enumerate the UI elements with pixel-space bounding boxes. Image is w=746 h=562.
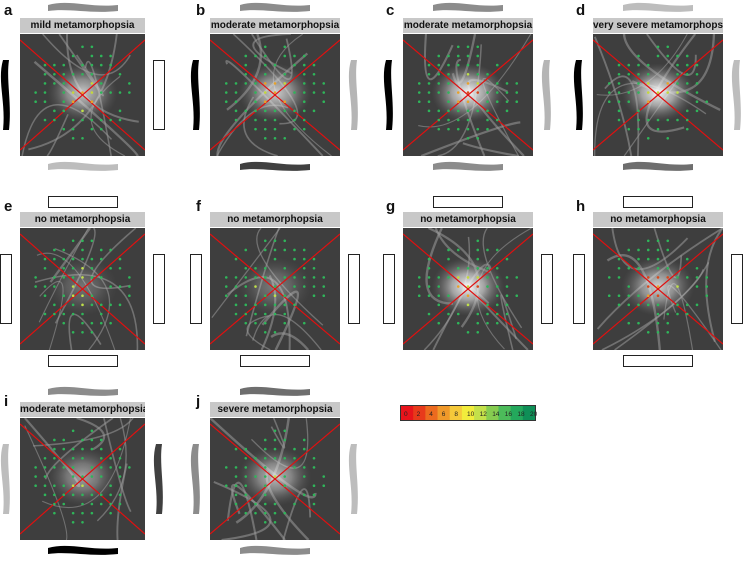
panel-letter: d [576, 2, 586, 19]
top-distortion-bar [47, 196, 118, 208]
bottom-distortion-bar [47, 355, 118, 367]
colorbar-tick-label: 18 [517, 411, 525, 418]
bottom-distortion-bar [240, 545, 310, 555]
fundus-image [210, 418, 340, 540]
bottom-distortion-bar [433, 161, 503, 171]
colorbar-tick-label: 16 [505, 411, 513, 418]
left-distortion-bar [573, 254, 585, 324]
right-distortion-bar [731, 60, 741, 130]
colorbar-segment [425, 406, 439, 420]
bottom-distortion-bar [240, 161, 310, 171]
left-distortion-bar [190, 60, 200, 130]
fundus-image [20, 418, 145, 540]
top-distortion-bar [623, 2, 693, 12]
fundus-image [210, 228, 340, 350]
panel-label: moderate metamorphopsia [403, 18, 533, 33]
panel-label: mild metamorphopsia [20, 18, 145, 33]
right-distortion-bar [348, 254, 360, 324]
right-distortion-bar [348, 444, 358, 514]
panel-label: severe metamorphopsia [210, 402, 340, 417]
colorbar-tick-label: 4 [429, 411, 433, 418]
panel-letter: a [4, 2, 13, 19]
colorbar-tick-label: 14 [492, 411, 500, 418]
bottom-distortion-bar [623, 355, 693, 367]
fundus-image [20, 34, 145, 156]
left-distortion-bar [190, 254, 202, 324]
colorbar-segment [449, 406, 463, 420]
bottom-distortion-bar [623, 161, 693, 171]
bottom-distortion-bar [47, 545, 118, 555]
panel-label: no metamorphopsia [20, 212, 145, 227]
left-distortion-bar [573, 60, 583, 130]
panel-label: very severe metamorphopsia [593, 18, 723, 33]
panel-label: moderate metamorphopsia [210, 18, 340, 33]
panel-letter: b [196, 2, 206, 19]
top-distortion-bar [47, 2, 118, 12]
colorbar-tick-label: 0 [404, 411, 408, 418]
left-distortion-bar [190, 444, 200, 514]
right-distortion-bar [731, 254, 743, 324]
panel-letter: h [576, 198, 586, 215]
panel-label: no metamorphopsia [403, 212, 533, 227]
colorbar-tick-label: 12 [480, 411, 488, 418]
colorbar-segment [522, 406, 536, 420]
top-distortion-bar [433, 196, 503, 208]
colorbar-segment [461, 406, 475, 420]
fundus-image [403, 34, 533, 156]
bottom-distortion-bar [240, 355, 310, 367]
left-distortion-bar [0, 444, 10, 514]
panel-letter: e [4, 198, 13, 215]
right-distortion-bar [348, 60, 358, 130]
colorbar-segment [474, 406, 487, 420]
colorbar-segment [401, 406, 414, 420]
fundus-image [210, 34, 340, 156]
colorbar-segment [413, 406, 426, 420]
panel-label: moderate metamorphopsia [20, 402, 145, 417]
colorbar-segment [437, 406, 451, 420]
left-distortion-bar [0, 60, 10, 130]
colorbar-tick-label: 2 [417, 411, 421, 418]
bottom-distortion-bar [47, 161, 118, 171]
fundus-image [403, 228, 533, 350]
panel-letter: i [4, 393, 9, 410]
right-distortion-bar [153, 254, 165, 324]
panel-letter: g [386, 198, 396, 215]
colorbar-segment [498, 406, 512, 420]
colorbar-tick-label: 20 [530, 411, 538, 418]
right-distortion-bar [153, 444, 163, 514]
right-distortion-bar [541, 254, 553, 324]
panel-letter: c [386, 2, 395, 19]
top-distortion-bar [47, 386, 118, 396]
left-distortion-bar [383, 60, 393, 130]
top-distortion-bar [623, 196, 693, 208]
colorbar-segment [510, 406, 524, 420]
panel-label: no metamorphopsia [210, 212, 340, 227]
fundus-image [593, 228, 723, 350]
colorbar-tick-label: 6 [442, 411, 446, 418]
left-distortion-bar [0, 254, 12, 324]
right-distortion-bar [541, 60, 551, 130]
top-distortion-bar [240, 2, 310, 12]
fundus-image [20, 228, 145, 350]
right-distortion-bar [153, 60, 165, 130]
colorbar-legend: 0 2 4 6 8 10 12 14 16 18 20 [400, 405, 538, 421]
top-distortion-bar [433, 2, 503, 12]
panel-letter: f [196, 198, 201, 215]
panel-label: no metamorphopsia [593, 212, 723, 227]
left-distortion-bar [383, 254, 395, 324]
panel-letter: j [196, 393, 201, 410]
colorbar-segment [486, 406, 499, 420]
colorbar-tick-label: 10 [467, 411, 475, 418]
fundus-image [593, 34, 723, 156]
colorbar-tick-label: 8 [454, 411, 458, 418]
top-distortion-bar [240, 386, 310, 396]
